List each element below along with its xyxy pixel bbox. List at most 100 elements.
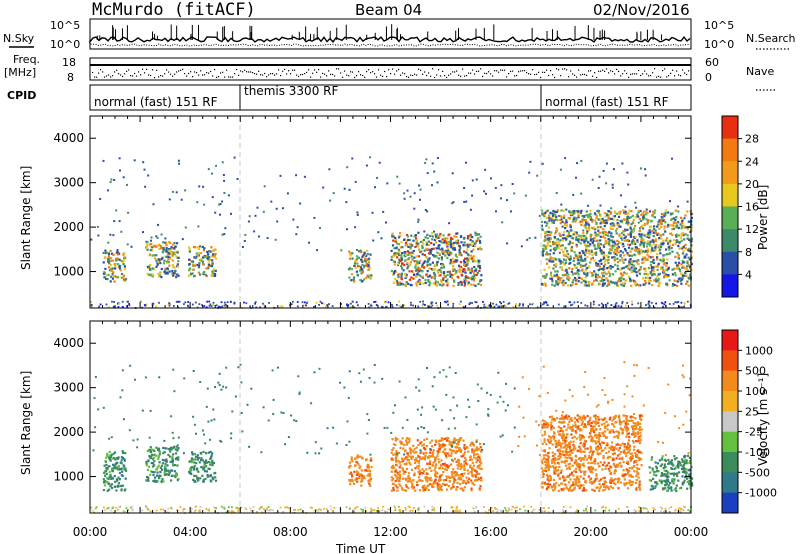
nave-point <box>368 69 370 71</box>
data-cell <box>653 212 656 215</box>
data-cell <box>194 256 197 260</box>
data-cell <box>625 417 628 421</box>
data-cell <box>554 232 557 235</box>
data-cell <box>640 251 643 254</box>
data-cell <box>604 231 607 234</box>
data-cell <box>122 263 125 266</box>
data-cell <box>155 446 158 449</box>
data-cell <box>159 466 162 470</box>
data-cell <box>680 301 683 304</box>
nave-point <box>460 75 462 77</box>
data-cell <box>575 236 578 239</box>
data-cell <box>430 242 433 245</box>
data-cell <box>91 306 93 308</box>
data-cell <box>680 225 684 228</box>
data-cell <box>408 461 411 464</box>
data-cell <box>431 261 434 264</box>
data-cell <box>430 455 433 458</box>
data-cell <box>426 172 429 175</box>
data-cell <box>630 210 633 213</box>
data-cell <box>425 468 428 471</box>
data-cell <box>111 300 113 303</box>
data-cell <box>603 246 606 249</box>
data-cell <box>572 279 575 282</box>
data-cell <box>392 260 395 263</box>
data-cell <box>145 245 148 248</box>
data-cell <box>686 249 689 252</box>
nsearch-trace <box>89 43 691 47</box>
nave-point <box>520 70 522 72</box>
nave-point <box>200 70 202 72</box>
data-cell <box>437 458 440 461</box>
data-cell <box>551 221 554 224</box>
data-cell <box>161 468 164 471</box>
data-cell <box>634 201 637 204</box>
data-cell <box>635 474 638 478</box>
data-cell <box>424 476 427 479</box>
data-cell <box>687 256 690 259</box>
data-cell <box>463 451 467 454</box>
data-cell <box>673 283 676 287</box>
data-cell <box>612 215 615 218</box>
data-cell <box>636 240 639 243</box>
data-cell <box>445 241 448 245</box>
data-cell <box>580 281 583 284</box>
data-cell <box>175 300 178 303</box>
data-cell <box>199 273 202 276</box>
data-cell <box>460 241 463 244</box>
data-cell <box>437 244 440 247</box>
data-cell <box>103 271 106 274</box>
data-cell <box>555 283 558 286</box>
data-cell <box>581 259 584 262</box>
data-cell <box>472 279 476 282</box>
data-cell <box>398 473 401 476</box>
data-cell <box>622 209 625 212</box>
data-cell <box>673 279 676 282</box>
data-cell <box>438 479 441 482</box>
data-cell <box>492 302 494 305</box>
data-cell <box>579 276 582 280</box>
data-cell <box>434 466 437 469</box>
data-cell <box>479 283 483 287</box>
data-cell <box>472 444 475 447</box>
data-cell <box>416 439 419 442</box>
data-cell <box>157 258 160 261</box>
data-cell <box>567 253 570 256</box>
data-cell <box>161 462 164 465</box>
data-cell <box>459 437 463 440</box>
data-cell <box>592 300 595 303</box>
data-cell <box>159 262 162 265</box>
data-cell <box>398 483 401 486</box>
data-cell <box>630 284 633 287</box>
nave-point <box>414 73 416 75</box>
data-cell <box>609 267 612 270</box>
data-cell <box>243 301 245 304</box>
data-cell <box>680 282 683 285</box>
data-cell <box>528 171 531 174</box>
data-cell <box>613 248 617 251</box>
data-cell <box>432 268 435 271</box>
data-cell <box>507 303 510 305</box>
data-cell <box>452 241 455 245</box>
data-cell <box>568 481 571 484</box>
data-cell <box>605 219 608 222</box>
data-cell <box>650 220 653 223</box>
data-cell <box>622 274 625 277</box>
data-cell <box>157 447 160 451</box>
nave-point <box>374 73 376 75</box>
data-cell <box>683 226 686 229</box>
data-cell <box>408 270 411 273</box>
data-cell <box>583 264 586 267</box>
data-cell <box>398 182 401 185</box>
data-cell <box>632 264 635 267</box>
data-cell <box>589 261 592 264</box>
nave-point <box>274 74 276 76</box>
data-cell <box>184 301 187 304</box>
data-cell <box>103 471 106 474</box>
data-cell <box>145 243 148 246</box>
data-cell <box>546 244 549 247</box>
data-cell <box>120 230 123 233</box>
data-cell <box>584 281 587 284</box>
data-cell <box>554 270 557 273</box>
data-cell <box>123 268 126 271</box>
